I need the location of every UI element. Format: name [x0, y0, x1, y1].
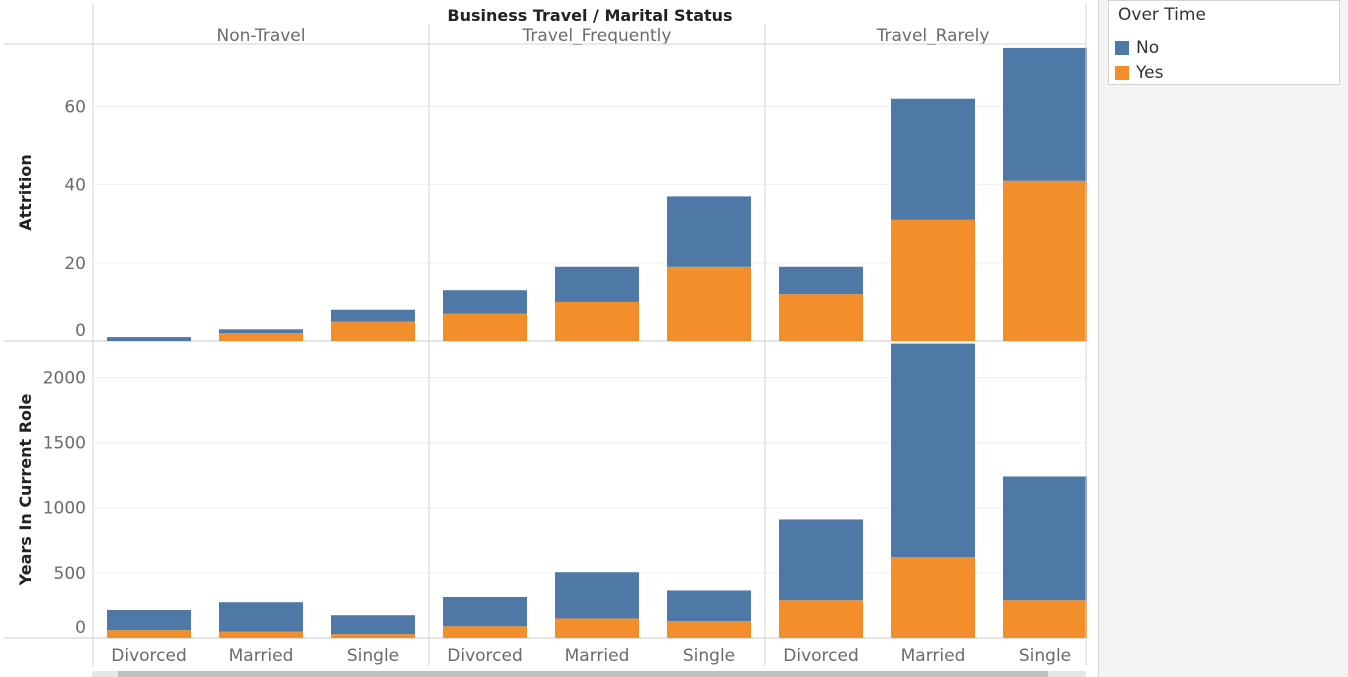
y-axis-title: Years In Current Role: [16, 394, 35, 587]
y-tick-label: 60: [64, 98, 86, 118]
bar-no: [779, 519, 863, 601]
bar-yes: [219, 631, 303, 638]
bar-no: [331, 309, 415, 322]
bar-yes: [443, 313, 527, 341]
bar-yes: [891, 219, 975, 341]
scrollbar-thumb[interactable]: [118, 671, 1048, 677]
side-panel: [1098, 0, 1348, 677]
x-tick-label: Divorced: [447, 646, 523, 666]
bar-yes: [555, 301, 639, 341]
bar-yes: [1003, 180, 1087, 341]
bar-yes: [555, 618, 639, 638]
x-tick-label: Married: [901, 646, 966, 666]
bar-no: [667, 196, 751, 267]
bar-no: [331, 615, 415, 635]
horizontal-scrollbar[interactable]: [92, 671, 1086, 677]
bar-yes: [891, 557, 975, 638]
bar-yes: [667, 266, 751, 341]
legend-label-no: No: [1136, 38, 1160, 58]
bar-yes: [107, 630, 191, 638]
bar-no: [891, 98, 975, 220]
bar-yes: [443, 626, 527, 638]
legend-swatch-no: [1115, 41, 1129, 55]
chart-area: Business Travel / Marital Status Non-Trav…: [4, 4, 1087, 666]
bar-no: [107, 337, 191, 341]
bar-yes: [779, 294, 863, 341]
x-tick-label: Married: [565, 646, 630, 666]
legend: Over Time No Yes: [1108, 0, 1340, 85]
chart-title: Business Travel / Marital Status: [447, 6, 732, 25]
legend-item-no[interactable]: No: [1115, 37, 1159, 59]
y-tick-label: 500: [54, 564, 86, 584]
bar-yes: [331, 634, 415, 638]
y-tick-label: 1000: [43, 499, 86, 519]
y-tick-label: 0: [75, 321, 86, 341]
bar-no: [443, 290, 527, 314]
legend-label-yes: Yes: [1136, 63, 1164, 83]
bar-yes: [331, 321, 415, 341]
bar-no: [1003, 47, 1087, 181]
x-tick-label: Single: [683, 646, 735, 666]
y-tick-label: 2000: [43, 368, 86, 388]
bar-no: [219, 602, 303, 632]
bar-no: [555, 266, 639, 302]
y-axis-title: Attrition: [16, 154, 35, 231]
y-tick-label: 20: [64, 254, 86, 274]
bar-yes: [219, 333, 303, 341]
y-tick-label: 1500: [43, 434, 86, 454]
bar-no: [555, 572, 639, 619]
bar-no: [667, 590, 751, 622]
bar-yes: [779, 600, 863, 638]
legend-swatch-yes: [1115, 66, 1129, 80]
bar-yes: [667, 621, 751, 638]
x-tick-label: Married: [229, 646, 294, 666]
x-tick-label: Single: [1019, 646, 1071, 666]
x-tick-label: Single: [347, 646, 399, 666]
y-tick-label: 0: [75, 618, 86, 638]
bar-no: [779, 266, 863, 295]
column-header: Travel_Rarely: [876, 26, 990, 46]
bar-no: [219, 329, 303, 334]
legend-item-yes[interactable]: Yes: [1115, 62, 1163, 84]
bar-yes: [1003, 600, 1087, 638]
legend-title: Over Time: [1118, 5, 1206, 25]
x-tick-label: Divorced: [783, 646, 859, 666]
bar-no: [443, 596, 527, 627]
bar-no: [891, 343, 975, 558]
bar-no: [107, 609, 191, 631]
column-header: Travel_Frequently: [522, 26, 672, 46]
column-header: Non-Travel: [216, 26, 305, 46]
bar-no: [1003, 476, 1087, 601]
y-tick-label: 40: [64, 176, 86, 196]
x-tick-label: Divorced: [111, 646, 187, 666]
